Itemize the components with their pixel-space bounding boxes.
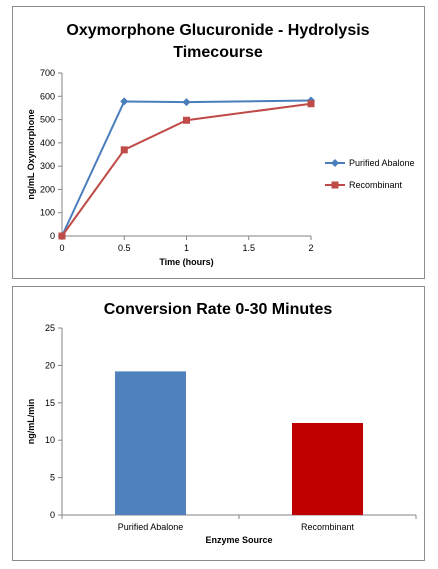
legend-label-recombinant: Recombinant <box>349 180 403 190</box>
x-tick-label: 1 <box>184 243 189 253</box>
timecourse-chart-panel: Oxymorphone Glucuronide - Hydrolysis Time… <box>12 6 425 279</box>
x-tick-label: Purified Abalone <box>118 522 184 532</box>
x-tick-label: 2 <box>308 243 313 253</box>
y-tick-label: 100 <box>40 208 55 218</box>
bar-purified-abalone <box>115 371 186 515</box>
y-axis-title: ng/mL Oxymorphone <box>26 109 36 199</box>
bar-recombinant <box>292 422 363 515</box>
y-tick-label: 700 <box>40 68 55 78</box>
data-point-purified-abalone <box>182 98 191 107</box>
data-point-recombinant <box>183 116 190 124</box>
y-tick-label: 20 <box>45 360 55 370</box>
legend-marker-purified-abalone <box>331 159 339 167</box>
data-point-purified-abalone <box>120 97 129 106</box>
chart-title: Conversion Rate 0-30 Minutes <box>104 301 333 318</box>
y-tick-label: 5 <box>50 473 55 483</box>
x-tick-label: 0 <box>59 243 64 253</box>
y-tick-label: 300 <box>40 161 55 171</box>
timecourse-chart: Oxymorphone Glucuronide - Hydrolysis Time… <box>26 22 415 267</box>
series-line-purified-abalone <box>61 99 312 237</box>
y-tick-label: 10 <box>45 435 55 445</box>
y-tick-label: 600 <box>40 91 55 101</box>
y-tick-label: 200 <box>40 184 55 194</box>
y-axis-title: ng/mL/min <box>26 399 36 445</box>
data-point-recombinant <box>58 232 66 240</box>
legend-marker-recombinant <box>331 181 339 189</box>
data-point-recombinant <box>120 146 128 154</box>
conversion-rate-chart-panel: Conversion Rate 0-30 Minutes 0 5 10 15 20 25 Pu… <box>12 286 425 561</box>
x-axis-title: Time (hours) <box>159 257 213 267</box>
x-axis-title: Enzyme Source <box>205 535 272 545</box>
x-tick-label: Recombinant <box>301 522 355 532</box>
x-tick-label: 1.5 <box>242 243 255 253</box>
chart-title-line: Oxymorphone Glucuronide - Hydrolysis <box>66 22 369 39</box>
conversion-rate-chart: Conversion Rate 0-30 Minutes 0 5 10 15 20 25 Pu… <box>26 301 417 545</box>
y-tick-label: 25 <box>45 323 55 333</box>
y-tick-label: 500 <box>40 115 55 125</box>
y-tick-label: 0 <box>50 510 55 520</box>
y-tick-label: 0 <box>50 231 55 241</box>
y-tick-label: 400 <box>40 138 55 148</box>
x-tick-label: 0.5 <box>118 243 131 253</box>
legend-label-purified-abalone: Purified Abalone <box>349 158 415 168</box>
chart-title-line: Timecourse <box>173 44 263 61</box>
data-point-recombinant <box>307 100 315 108</box>
series-line-recombinant <box>61 102 312 237</box>
y-tick-label: 15 <box>45 398 55 408</box>
